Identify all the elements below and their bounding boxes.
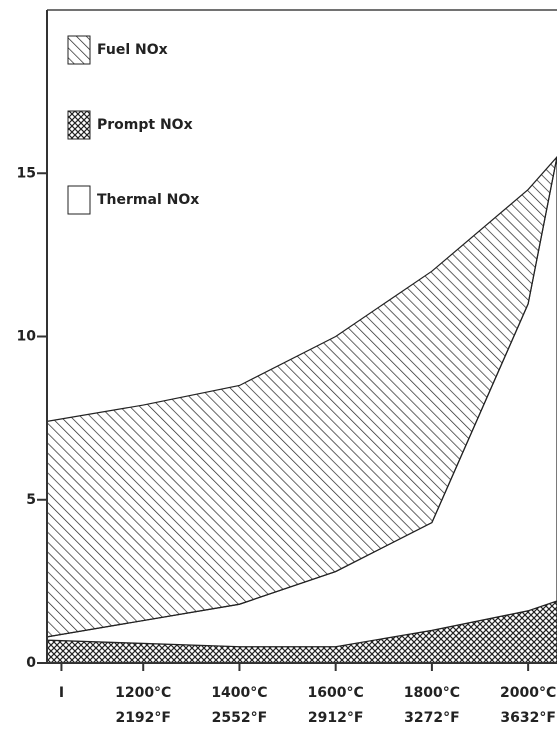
x-tick-label: 1400°C bbox=[211, 685, 267, 701]
chart: 0 5 10 15 I 1200°C 1400°C 1600°C 1800°C 2000°C 219… bbox=[0, 0, 557, 733]
legend-label: Prompt NOx bbox=[97, 117, 193, 133]
x-tick-label: 1800°C bbox=[404, 685, 460, 701]
y-tick-label: 0 bbox=[26, 655, 36, 671]
x-tick-label-f: 2552°F bbox=[212, 710, 268, 726]
x-tick-label-f: 3272°F bbox=[404, 710, 460, 726]
legend-label: Thermal NOx bbox=[97, 192, 199, 208]
y-tick-label: 15 bbox=[17, 165, 36, 181]
legend-label: Fuel NOx bbox=[97, 42, 168, 58]
x-tick-label-f: 2192°F bbox=[115, 710, 171, 726]
x-tick-label: I bbox=[59, 685, 64, 701]
x-tick-label-f: 3632°F bbox=[500, 710, 556, 726]
x-tick-label: 1600°C bbox=[308, 685, 364, 701]
x-tick-label-f: 2912°F bbox=[308, 710, 364, 726]
legend-swatch bbox=[68, 36, 90, 64]
x-tick-label: 2000°C bbox=[500, 685, 556, 701]
y-tick-label: 5 bbox=[26, 492, 36, 508]
x-tick-label: 1200°C bbox=[115, 685, 171, 701]
legend-swatch bbox=[68, 111, 90, 139]
y-tick-label: 10 bbox=[17, 329, 37, 345]
legend-swatch bbox=[68, 186, 90, 214]
